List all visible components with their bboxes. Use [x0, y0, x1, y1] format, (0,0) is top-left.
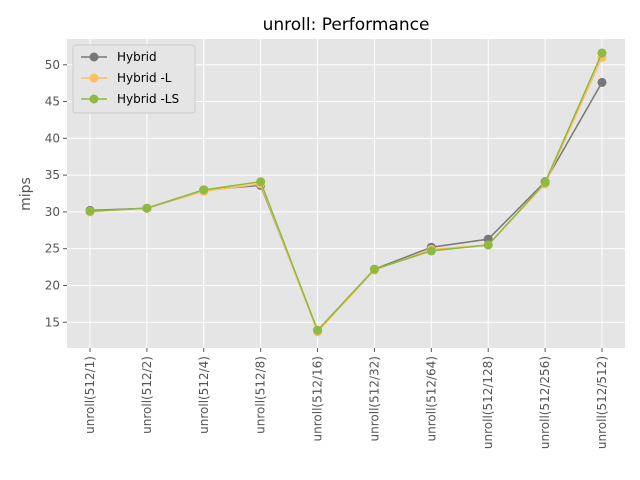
- y-tick-label: 45: [45, 95, 60, 109]
- data-point: [597, 48, 607, 58]
- series-3: [85, 48, 607, 335]
- x-tick-label: unroll(512/4): [197, 356, 211, 434]
- series-line: [89, 52, 603, 332]
- x-tick-label: unroll(512/1): [83, 356, 97, 434]
- data-point: [313, 325, 323, 335]
- legend-label: Hybrid -L: [117, 71, 172, 85]
- legend-marker: [89, 73, 99, 83]
- legend: Hybrid Hybrid -L Hybrid -LS: [72, 44, 196, 114]
- x-tick-label: unroll(512/8): [254, 356, 268, 434]
- x-tick-label: unroll(512/64): [424, 356, 438, 441]
- y-tick-label: 35: [45, 168, 60, 182]
- legend-item: Hybrid -LS: [81, 92, 179, 106]
- data-point: [369, 264, 379, 274]
- data-point: [85, 206, 95, 216]
- legend-item: Hybrid -L: [81, 71, 172, 85]
- y-tick-label: 50: [45, 58, 60, 72]
- y-tick-label: 30: [45, 205, 60, 219]
- legend-label: Hybrid -LS: [117, 92, 179, 106]
- x-tick-label: unroll(512/256): [538, 356, 552, 449]
- y-tick-label: 15: [45, 315, 60, 329]
- legend-label: Hybrid: [117, 50, 157, 64]
- y-tick-label: 40: [45, 131, 60, 145]
- x-axis-ticks: unroll(512/1) unroll(512/2) unroll(512/4) u…: [83, 348, 609, 449]
- legend-item: Hybrid: [81, 50, 157, 64]
- series-layer: [85, 48, 607, 337]
- data-point: [256, 177, 266, 187]
- data-point: [540, 177, 550, 187]
- x-tick-label: unroll(512/128): [481, 356, 495, 449]
- data-point: [142, 203, 152, 213]
- x-tick-label: unroll(512/32): [367, 356, 381, 441]
- data-point: [426, 246, 436, 256]
- chart-title: unroll: Performance: [263, 15, 430, 35]
- x-tick-label: unroll(512/512): [595, 356, 609, 449]
- y-tick-label: 25: [45, 242, 60, 256]
- y-axis-label: mips: [18, 177, 34, 211]
- y-tick-label: 20: [45, 278, 60, 292]
- y-axis-ticks: 15 20 25 30 35 40 45 50: [45, 58, 67, 329]
- legend-marker: [89, 94, 99, 104]
- data-point: [597, 77, 607, 87]
- legend-box: [72, 44, 196, 114]
- legend-marker: [89, 52, 99, 62]
- data-point: [483, 240, 493, 250]
- data-point: [199, 185, 209, 195]
- x-tick-label: unroll(512/16): [311, 356, 325, 441]
- x-tick-label: unroll(512/2): [140, 356, 154, 434]
